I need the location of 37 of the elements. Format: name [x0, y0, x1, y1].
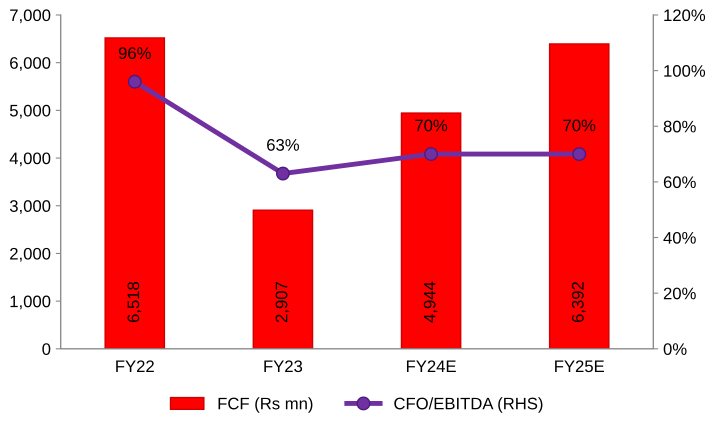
- legend-label: CFO/EBITDA (RHS): [394, 397, 542, 413]
- y-tick-label: 1,000: [10, 296, 50, 310]
- y-tick-label: 4,000: [10, 152, 50, 166]
- y-tick-label: 7,000: [10, 9, 50, 24]
- x-tick-label: FY25E: [555, 360, 604, 372]
- bar: [252, 209, 314, 349]
- point: [276, 166, 290, 180]
- y-tick-label: 0: [42, 343, 50, 356]
- data-label: 6,518: [127, 282, 142, 322]
- x-tick-label: FY22: [116, 360, 154, 372]
- y2-tick-label: 0%: [664, 343, 687, 356]
- x-tick-label: FY23: [264, 360, 302, 372]
- data-label: 63%: [267, 139, 300, 151]
- y2-tick-label: 60%: [664, 176, 696, 188]
- y2-tick-label: 40%: [663, 232, 696, 244]
- data-label: 70%: [563, 120, 596, 132]
- y-tick-label: 6,000: [10, 57, 50, 71]
- y-tick-label: 5,000: [10, 104, 50, 119]
- data-label: 96%: [118, 47, 151, 60]
- data-label: 6,392: [572, 282, 586, 322]
- point: [128, 74, 142, 89]
- y-tick-label: 2,000: [10, 248, 50, 262]
- bar: [104, 37, 166, 349]
- point: [572, 147, 586, 162]
- data-label: 4,944: [424, 282, 438, 323]
- point: [424, 147, 438, 162]
- y-tick-label: 3,000: [10, 200, 50, 214]
- x-tick-label: FY24E: [406, 360, 456, 372]
- legend-label: FCF (Rs mn): [218, 397, 312, 413]
- bar: [400, 112, 462, 349]
- y2-tick-label: 80%: [664, 120, 696, 132]
- y2-tick-label: 100%: [664, 65, 706, 77]
- y2-tick-label: 20%: [664, 288, 696, 300]
- data-label: 70%: [415, 120, 448, 132]
- data-label: 2,907: [276, 282, 290, 322]
- y2-tick-label: 120%: [664, 9, 706, 22]
- bar: [548, 43, 610, 349]
